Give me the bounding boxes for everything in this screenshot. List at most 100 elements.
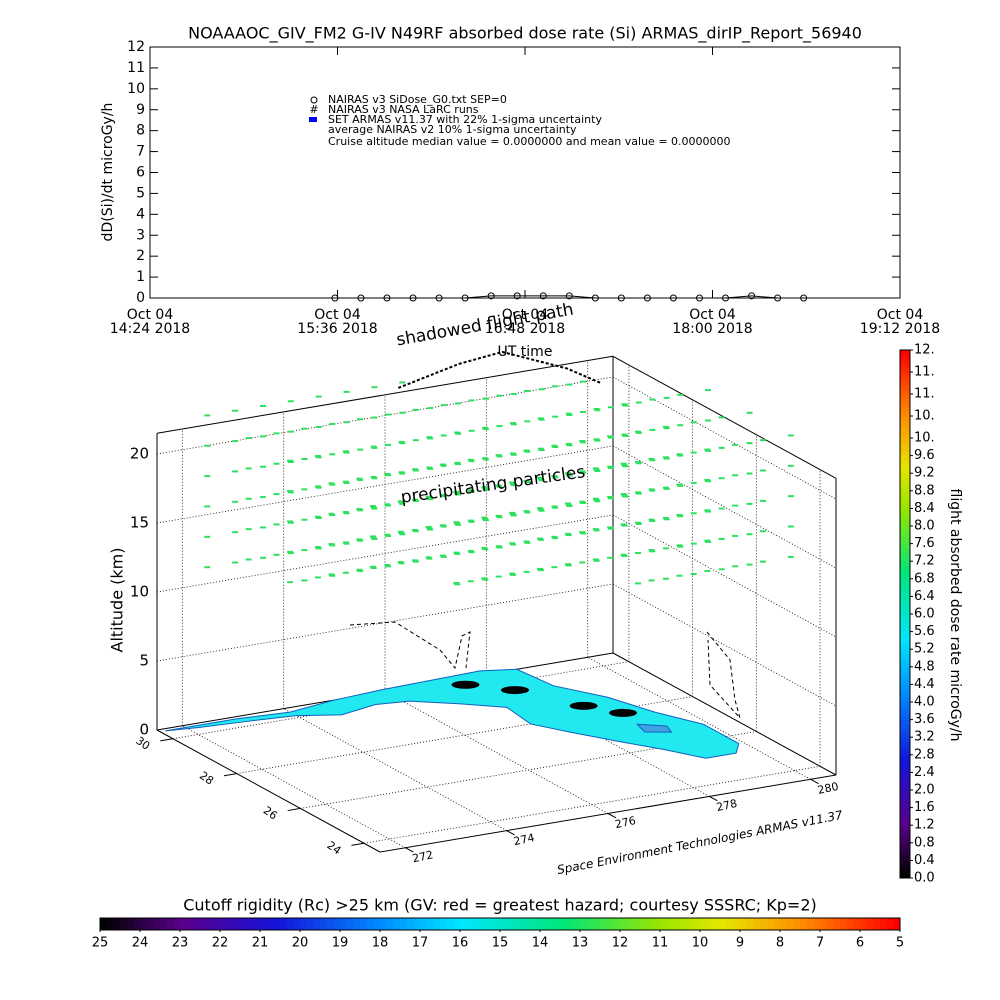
colorbar-cell [900,627,910,633]
colorbar-cell [900,499,910,505]
tick [160,738,174,742]
colorbar-cell [900,781,910,787]
colorbar-cell [546,918,554,930]
colorbar-cell [900,556,910,562]
colorbar-cell [786,918,794,930]
lon-tick-label: 278 [715,797,738,814]
grid-line [587,656,811,780]
colorbar-cell [126,918,134,930]
box-edge [156,355,614,434]
colorbar-tick-label: 5.6 [914,624,935,639]
colorbar-cell [693,918,701,930]
x-tick-label: Oct 04 [689,307,736,323]
lon-tick-label: 276 [614,814,637,831]
colorbar-cell [813,918,821,930]
colorbar-tick-label: 21 [252,936,269,951]
colorbar-cell [900,869,910,875]
colorbar-tick-label: 8 [776,936,784,951]
colorbar-cell [833,918,841,930]
colorbar-cell [540,918,548,930]
x-tick-label: Oct 04 [314,307,361,323]
y-tick-label: 2 [136,248,145,264]
colorbar-cell [880,918,888,930]
colorbar-cell [260,918,268,930]
colorbar-cell [520,918,528,930]
colorbar-cell [900,732,910,738]
colorbar-cell [646,918,654,930]
colorbar-cell [673,918,681,930]
colorbar-cell [900,482,910,487]
colorbar-cell [900,838,910,844]
colorbar-tick-label: 3.2 [914,730,935,745]
flight-trace [451,680,480,689]
colorbar-cell [866,918,874,930]
colorbar-cell [900,570,910,575]
colorbar-cell [900,446,910,452]
colorbar-cell [900,389,910,395]
colorbar-cell [426,918,434,930]
y-tick-label: 5 [136,185,145,201]
colorbar-cell [900,565,910,571]
colorbar-tick-label: 25 [92,936,109,951]
colorbar-cell [620,918,628,930]
legend-label: NAIRAS v3 NASA LaRC runs [328,103,479,116]
x-tick-label: 19:12 2018 [860,321,940,337]
grid-line [612,445,837,569]
colorbar-cell [900,402,910,408]
colorbar-cell [206,918,214,930]
colorbar-tick-label: 6.8 [914,571,935,586]
flight-path [349,621,471,670]
colorbar-tick-label: 0.0 [914,871,935,886]
colorbar-cell [900,363,910,369]
colorbar-cell [493,918,501,930]
colorbar-cell [406,918,414,930]
flight-trace [569,701,598,710]
lake [635,723,673,733]
colorbar-tick-label: 19 [332,936,349,951]
colorbar-cell [900,710,910,716]
colorbar-cell [400,918,408,930]
colorbar-tick-label: 2.0 [914,783,935,798]
colorbar-cell [240,918,248,930]
grid-line [612,376,837,500]
grid-line [612,514,837,638]
colorbar-cell [466,918,474,930]
colorbar-cell [900,807,910,813]
colorbar-cell [393,918,401,930]
colorbar-cell [900,468,910,474]
colorbar-cell [900,790,910,795]
tick [607,813,617,819]
legend-marker [310,96,318,104]
colorbar-cell [700,918,708,930]
colorbar-cell [526,918,534,930]
colorbar-cell [900,702,910,707]
x-tick-label: Oct 04 [502,307,549,323]
colorbar-cell [593,918,601,930]
colorbar-cell [680,918,688,930]
colorbar-tick-label: 10. [914,431,935,446]
y-tick-label: 7 [136,144,145,160]
colorbar-cell [900,741,910,747]
colorbar-cell [386,918,394,930]
colorbar-tick-label: 9.2 [914,466,935,481]
legend-marker [309,117,317,122]
colorbar-cell [900,455,910,461]
colorbar-cell [500,918,508,930]
colorbar-cell [460,918,468,930]
colorbar-cell [900,490,910,496]
colorbar-cell [900,724,910,729]
z-axis-label: Altitude (km) [108,548,127,653]
colorbar-cell [666,918,674,930]
grid-line [236,696,693,774]
colorbar-cell [900,600,910,606]
land [165,668,740,759]
colorbar-cell [686,918,694,930]
colorbar-cell [266,918,274,930]
colorbar-cell [560,918,568,930]
colorbar-cell [900,534,910,540]
colorbar-cell [853,918,861,930]
colorbar-cell [753,918,761,930]
grid-line [300,731,757,809]
colorbar-cell [900,411,910,417]
